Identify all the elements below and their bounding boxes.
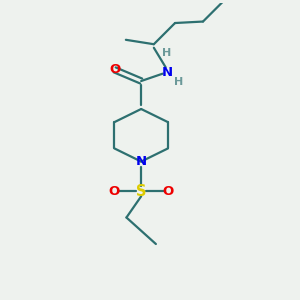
Text: N: N: [136, 155, 147, 168]
Text: O: O: [109, 184, 120, 197]
Text: H: H: [174, 76, 183, 87]
Text: N: N: [161, 66, 172, 79]
Text: O: O: [163, 184, 174, 197]
Text: S: S: [136, 184, 146, 199]
Text: H: H: [162, 48, 171, 58]
Text: O: O: [109, 63, 120, 76]
